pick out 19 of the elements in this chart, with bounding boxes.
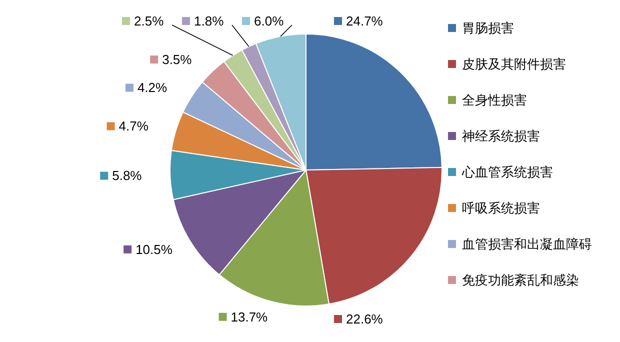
data-label: 4.7% <box>118 118 149 134</box>
data-label: 1.8% <box>194 14 224 28</box>
data-label: 10.5% <box>136 242 173 257</box>
data-label: 2.5% <box>134 14 164 28</box>
legend-label: 神经系统损害 <box>462 128 540 144</box>
data-label: 5.8% <box>112 168 142 184</box>
data-label: 24.7% <box>346 14 384 28</box>
legend-label: 免疫功能紊乱和感染 <box>462 272 579 288</box>
data-label: 6.0% <box>254 14 284 28</box>
legend-label: 全身性损害 <box>462 92 527 108</box>
legend-label: 呼吸系统损害 <box>462 200 540 216</box>
legend-label: 胃肠损害 <box>462 20 514 36</box>
data-label: 22.6% <box>346 312 384 326</box>
data-label: 3.5% <box>162 52 192 68</box>
legend-label: 皮肤及其附件损害 <box>462 56 566 72</box>
data-label: 13.7% <box>230 309 268 324</box>
data-label: 4.2% <box>137 80 168 96</box>
legend-label: 心血管系统损害 <box>461 164 553 180</box>
legend-label: 血管损害和出凝血障碍 <box>462 236 592 252</box>
